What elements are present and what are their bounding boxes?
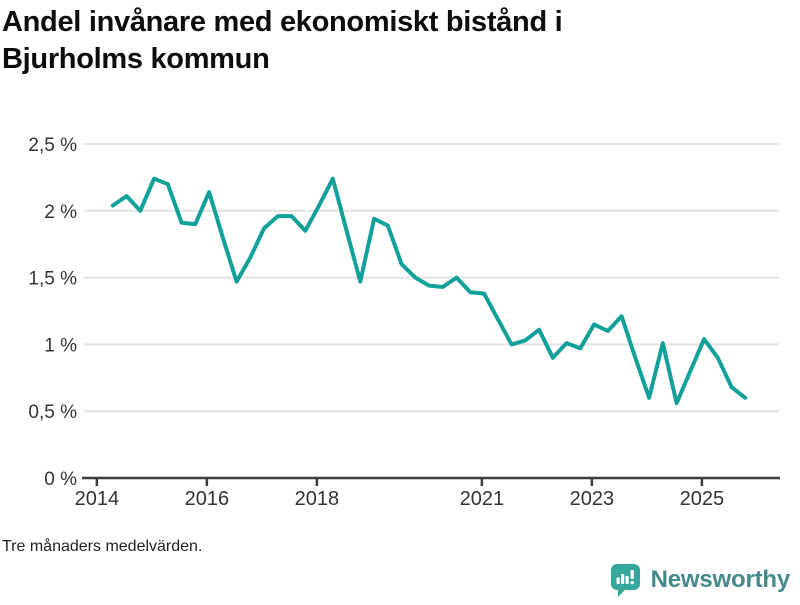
grid-lines [84, 143, 779, 413]
brand-name: Newsworthy [650, 566, 791, 593]
chart-footnote: Tre månaders medelvärden. [2, 538, 203, 555]
x-axis-label: 2016 [185, 488, 230, 510]
page-title: Andel invånare med ekonomiskt bistånd i … [2, 4, 762, 78]
x-axis-label: 2014 [75, 488, 120, 510]
y-axis-label: 0 % [44, 469, 77, 490]
page-title-line-2: Bjurholms kommun [2, 43, 270, 75]
page-title-line-1: Andel invånare med ekonomiskt bistånd i [2, 6, 563, 38]
x-axis-ticks: 2014 2016 2018 2021 2023 2025 [75, 478, 725, 510]
newsworthy-logo: Newsworthy [610, 563, 790, 597]
x-axis-label: 2018 [295, 488, 340, 510]
y-axis-label: 0,5 % [28, 402, 77, 423]
x-axis-label: 2023 [570, 488, 615, 510]
y-axis-label: 2,5 % [28, 135, 77, 156]
bar-chart-glyph [616, 570, 634, 585]
y-axis-label: 1 % [44, 335, 77, 356]
x-axis-label: 2025 [680, 488, 725, 510]
data-line [110, 176, 748, 406]
x-axis-label: 2021 [460, 488, 505, 510]
y-axis-labels: 0 % 0,5 % 1 % 1,5 % 2 % 2,5 % [28, 135, 77, 490]
bar-chart-speech-bubble-icon [610, 564, 640, 597]
y-axis-label: 1,5 % [28, 269, 77, 290]
y-axis-label: 2 % [44, 202, 77, 223]
